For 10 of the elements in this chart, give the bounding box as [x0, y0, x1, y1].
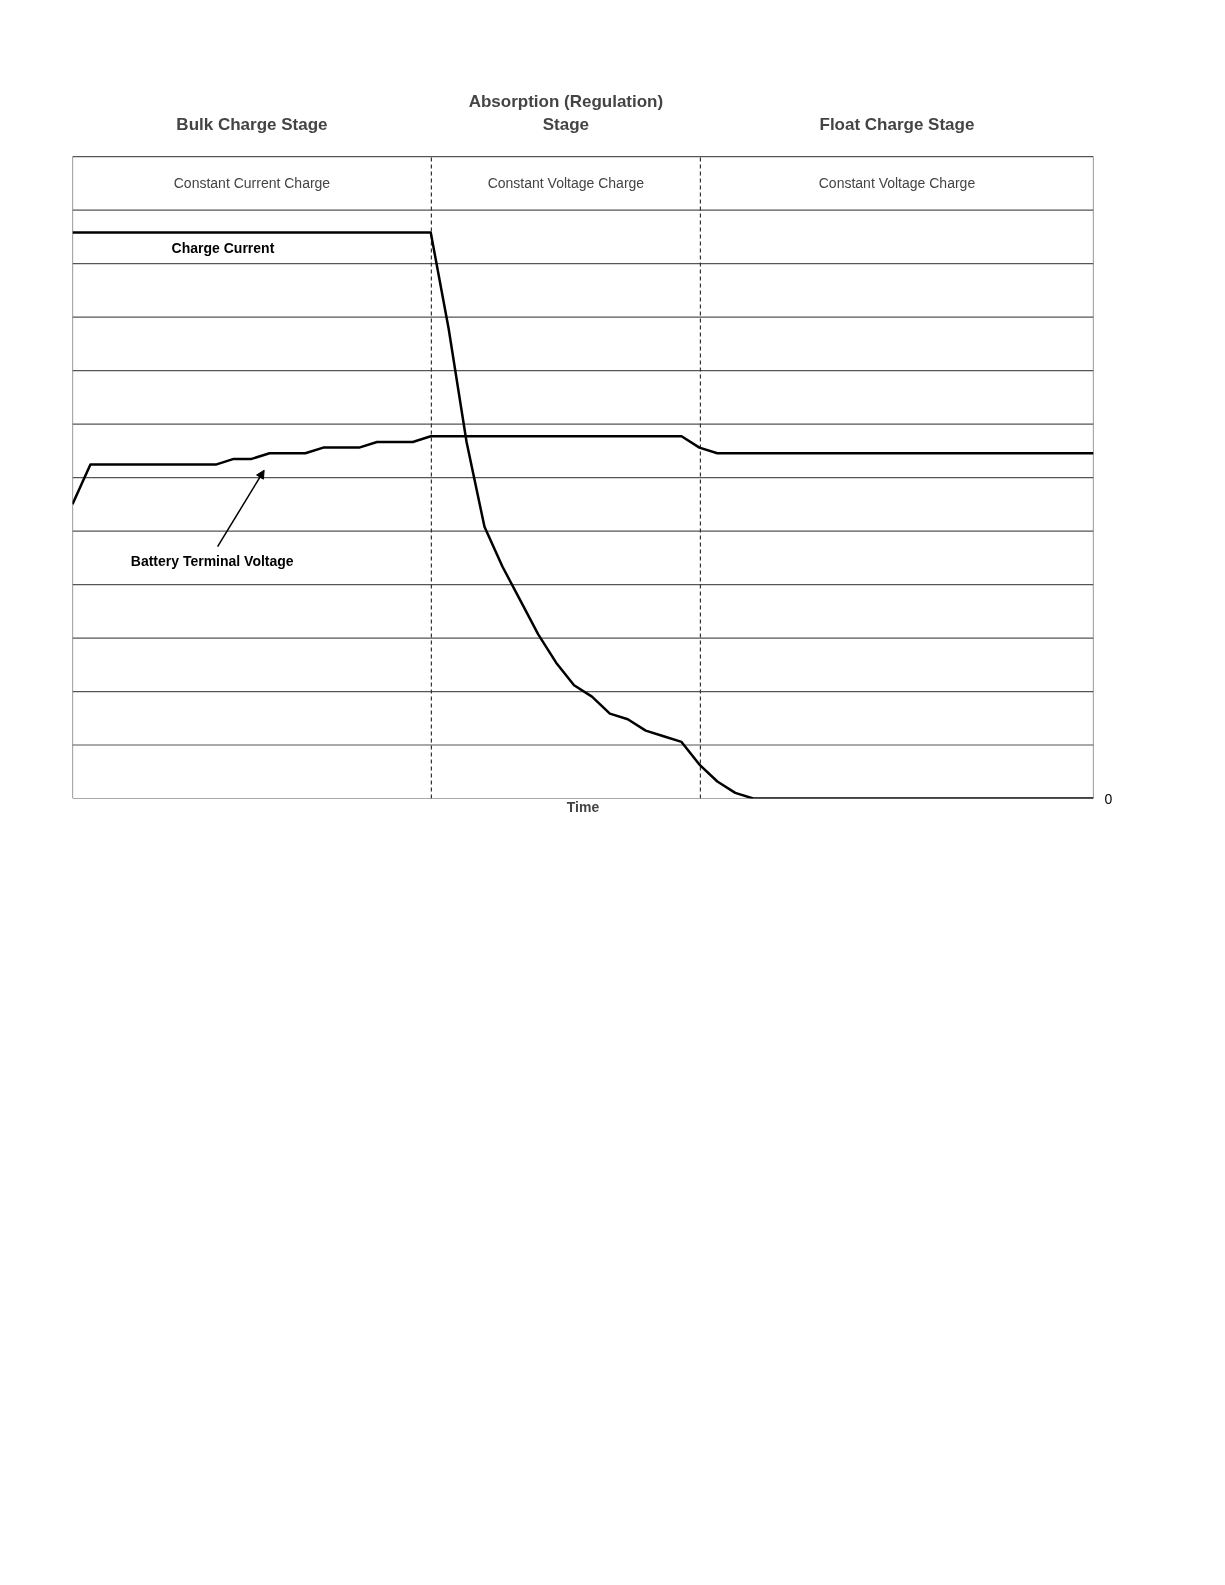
text: Constant Voltage Charge: [818, 175, 976, 192]
text: Float Charge Stage: [819, 115, 975, 135]
text: Constant Voltage Charge: [487, 175, 645, 192]
text: Bulk Charge Stage: [176, 115, 328, 135]
text: 0: [1104, 790, 1113, 807]
text: Absorption (Regulation) Stage: [468, 92, 664, 135]
text: Constant Current Charge: [173, 175, 331, 192]
text: Battery Terminal Voltage: [130, 552, 294, 569]
x-axis-title: Time: [566, 798, 600, 815]
series-label: Charge Current: [171, 240, 275, 257]
